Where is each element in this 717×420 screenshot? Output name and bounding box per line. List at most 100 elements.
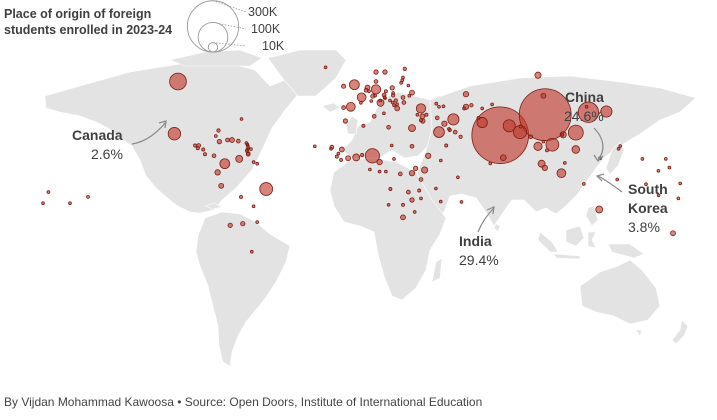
origin-bubble-138 [541,139,546,144]
origin-bubble-160 [412,210,417,214]
china-arrow [593,127,604,161]
origin-bubble-47 [400,214,406,221]
legend-leader-2 [212,42,247,47]
origin-bubble-166 [640,157,645,161]
origin-bubble-97 [193,143,198,148]
land-british-isles [345,115,359,135]
land-borneo [565,225,585,247]
origin-bubble-37 [425,152,432,159]
origin-bubble-141 [329,147,333,151]
origin-bubble-168 [390,100,395,105]
origin-bubble-88 [458,134,463,139]
origin-bubble-170 [86,195,90,199]
origin-bubble-85 [401,100,407,105]
origin-bubble-93 [393,98,398,103]
origin-bubble-133 [214,134,218,138]
origin-bubble-52 [394,105,401,112]
origin-bubble-78 [452,129,458,135]
origin-bubble-18 [370,84,382,95]
origin-bubble-123 [392,103,396,107]
legend-label-small: 10K [262,39,285,53]
origin-bubble-173 [459,200,464,204]
origin-bubble-102 [339,157,344,162]
origin-bubble-80 [528,134,534,140]
origin-bubble-163 [401,75,405,80]
origin-bubble-175 [656,193,661,198]
origin-bubble-149 [391,91,395,95]
origin-bubble-90 [469,103,474,108]
land-greenland [267,49,347,97]
origin-bubble-161 [562,161,567,165]
origin-bubble-169 [250,249,254,254]
origin-bubble-167 [41,201,45,206]
bubble-layer [41,65,682,254]
origin-bubble-154 [239,117,244,121]
land-new-guinea [607,243,645,259]
origin-bubble-41 [541,164,548,171]
origin-bubble-95 [203,152,207,157]
origin-bubble-49 [540,92,547,99]
origin-bubble-109 [462,106,467,111]
origin-bubble-164 [488,161,493,166]
india-arrowhead [486,206,495,215]
origin-bubble-17 [415,103,427,114]
origin-bubble-77 [406,189,411,195]
origin-bubble-58 [412,165,419,171]
origin-bubble-100 [360,153,365,157]
origin-bubble-177 [663,157,668,161]
origin-bubble-146 [560,133,565,137]
origin-bubble-114 [434,101,439,106]
origin-bubble-189 [369,99,374,103]
origin-bubble-7 [545,137,560,152]
origin-bubble-153 [255,161,260,166]
origin-bubble-23 [571,145,581,154]
origin-bubble-46 [345,155,351,162]
origin-bubble-105 [401,202,405,207]
origin-bubble-147 [584,105,589,109]
origin-bubble-122 [323,65,328,70]
origin-bubble-120 [441,104,446,109]
origin-bubble-98 [239,194,243,199]
origin-bubble-56 [216,139,222,145]
china-share: 24.6% [564,108,604,124]
origin-bubble-61 [373,69,379,75]
legend-label-medium: 100K [251,22,281,36]
land-sri-lanka [493,223,501,233]
origin-bubble-181 [456,175,460,180]
land-tasmania [635,329,643,337]
origin-bubble-136 [336,151,341,156]
origin-bubble-65 [225,137,230,143]
origin-bubble-16 [349,79,360,91]
origin-bubble-91 [402,66,407,72]
origin-bubble-55 [227,222,233,228]
origin-bubble-21 [345,101,356,112]
land-australia [579,259,661,325]
origin-bubble-62 [382,69,388,75]
origin-bubble-53 [389,85,395,91]
origin-bubble-171 [46,190,51,194]
origin-bubble-27 [408,124,416,132]
origin-bubble-191 [359,101,363,105]
land-cuba [204,202,223,210]
origin-bubble-186 [678,181,682,186]
origin-bubble-13 [433,126,445,138]
origin-bubble-132 [245,149,249,153]
land-sulawesi [587,231,597,249]
origin-bubble-139 [615,177,619,182]
origin-bubble-44 [229,137,235,143]
origin-bubble-84 [400,95,406,100]
land-philippines [585,205,599,227]
canada-label: Canada [72,127,123,143]
origin-bubble-19 [556,168,567,179]
korea-arrow [597,175,623,193]
land-south-america [195,211,291,367]
origin-bubble-178 [616,147,621,151]
origin-bubble-143 [438,199,443,204]
origin-bubble-22 [533,141,543,151]
land-new-zealand [671,319,689,345]
origin-bubble-54 [240,221,246,227]
origin-bubble-188 [378,98,383,103]
origin-bubble-28 [352,153,361,162]
origin-bubble-86 [341,105,346,110]
origin-bubble-180 [667,165,672,170]
